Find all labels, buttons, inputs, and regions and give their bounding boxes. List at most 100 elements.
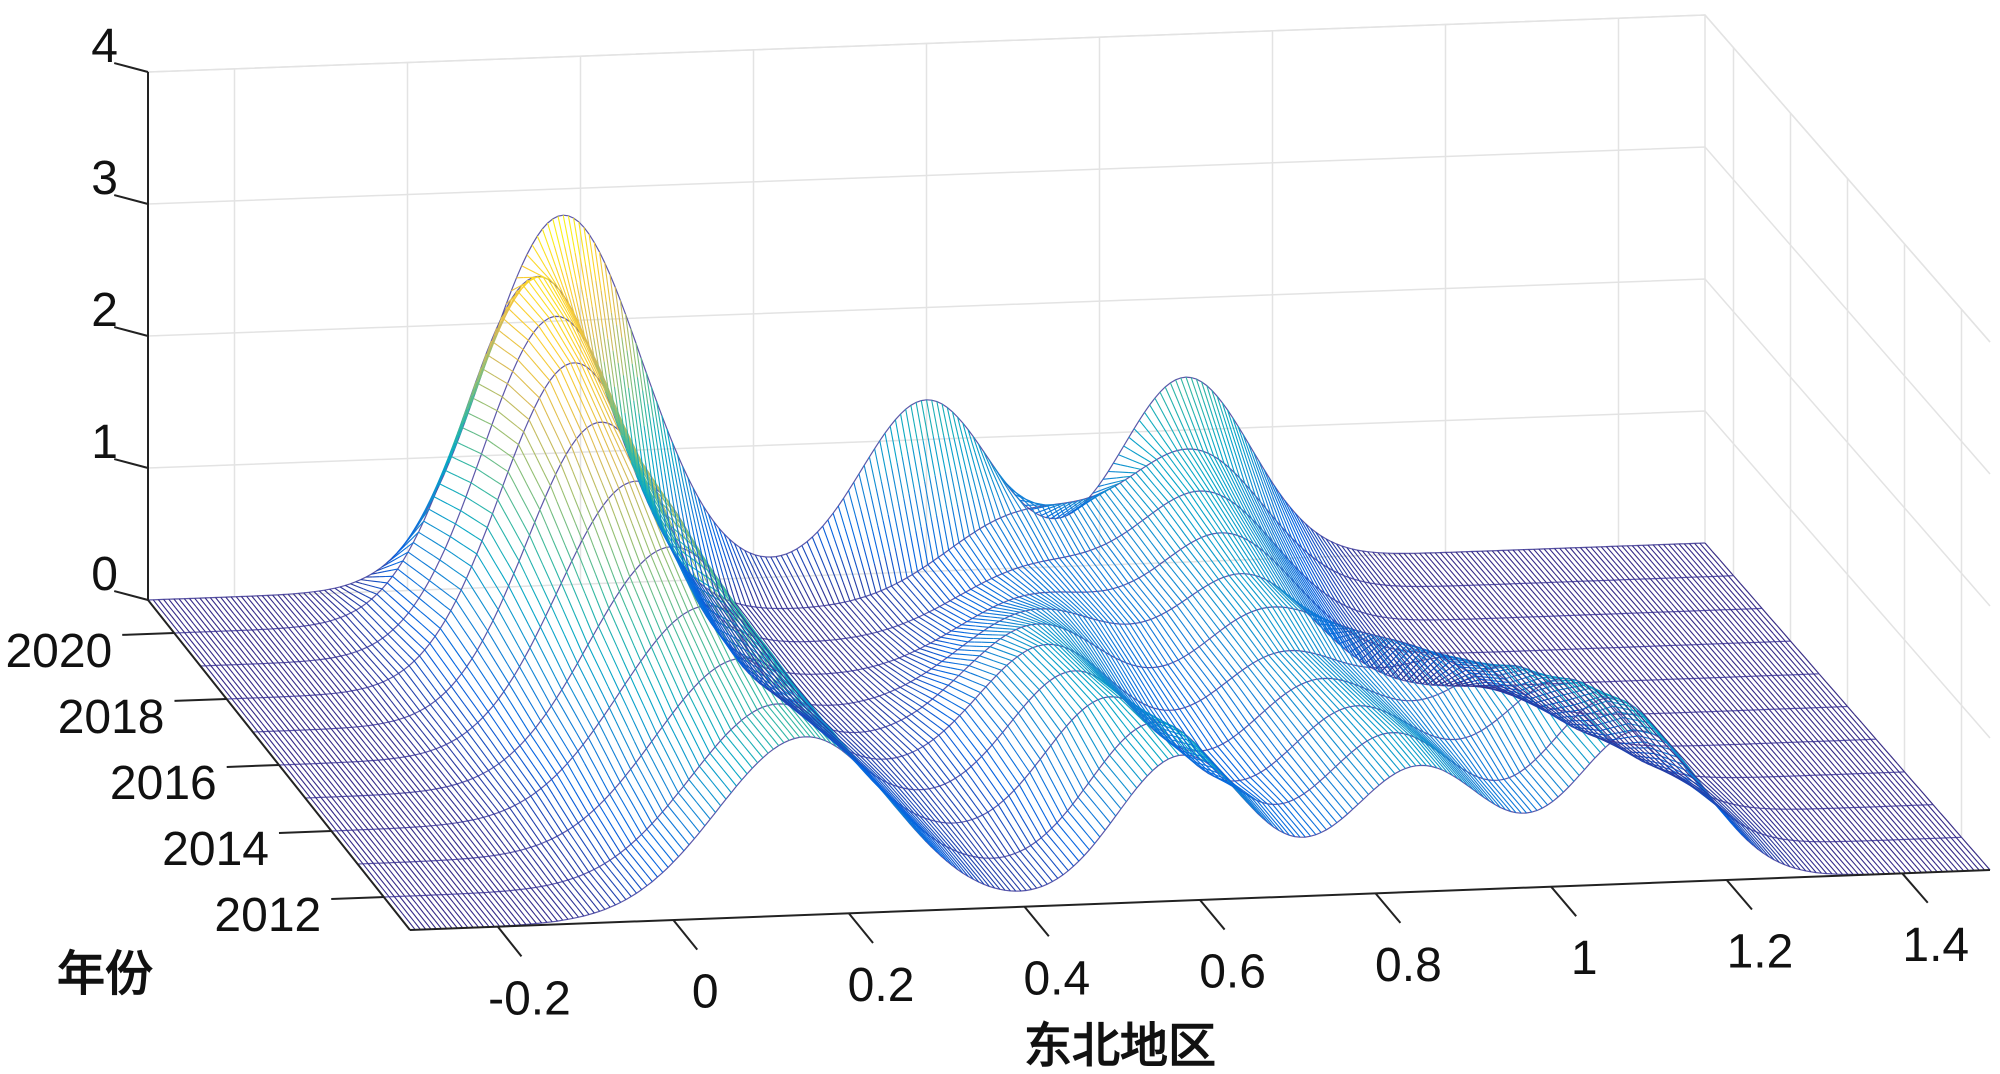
- surface-column-segment: [453, 902, 461, 912]
- surface-column-segment: [526, 811, 534, 823]
- surface-column-segment: [399, 635, 407, 644]
- surface-column-segment: [292, 721, 301, 731]
- surface-column-segment: [488, 389, 496, 394]
- surface-column-segment: [584, 832, 592, 844]
- surface-column-segment: [745, 664, 753, 675]
- surface-column-segment: [564, 900, 573, 910]
- surface-column-segment: [1030, 845, 1038, 855]
- surface-column-segment: [566, 480, 575, 498]
- surface-column-segment: [632, 622, 640, 639]
- surface-column-segment: [1009, 854, 1017, 864]
- surface-column-segment: [624, 412, 633, 464]
- surface-column-segment: [417, 772, 425, 782]
- surface-column-segment: [406, 693, 414, 703]
- surface-column-segment: [294, 730, 302, 739]
- surface-column-segment: [520, 395, 528, 403]
- surface-column-segment: [966, 783, 975, 794]
- surface-column-segment: [641, 834, 649, 844]
- surface-column-segment: [221, 639, 230, 649]
- surface-column-segment: [751, 635, 760, 645]
- surface-column-segment: [388, 862, 397, 872]
- surface-column-segment: [275, 713, 284, 723]
- surface-column-segment: [441, 645, 449, 656]
- surface-column-segment: [587, 448, 596, 466]
- surface-column-segment: [968, 861, 977, 871]
- surface-column-segment: [546, 885, 554, 894]
- surface-column-segment: [394, 640, 402, 648]
- surface-column-segment: [543, 321, 552, 333]
- surface-column-segment: [282, 594, 290, 603]
- surface-column-segment: [870, 738, 879, 746]
- surface-column-segment: [776, 632, 784, 642]
- surface-column-segment: [599, 395, 607, 412]
- surface-column-segment: [894, 714, 902, 721]
- surface-column-segment: [452, 568, 461, 575]
- surface-column-segment: [716, 619, 725, 632]
- surface-column-segment: [657, 486, 665, 497]
- surface-column-segment: [512, 654, 520, 667]
- surface-column-segment: [278, 602, 287, 612]
- surface-column-segment: [433, 496, 441, 501]
- surface-column-segment: [401, 606, 409, 614]
- surface-column-segment: [524, 799, 533, 810]
- surface-column-segment: [503, 759, 512, 770]
- surface-column-segment: [603, 715, 612, 730]
- surface-column-segment: [900, 747, 908, 755]
- surface-column-segment: [462, 893, 470, 903]
- surface-column-segment: [552, 218, 561, 246]
- surface-column-segment: [664, 766, 673, 781]
- surface-column-segment: [587, 326, 596, 364]
- surface-column-segment: [350, 718, 358, 728]
- surface-column-segment: [841, 740, 849, 749]
- surface-column-segment: [948, 837, 956, 846]
- surface-column-segment: [596, 890, 604, 900]
- surface-column-segment: [592, 521, 600, 540]
- surface-column-segment: [960, 846, 968, 856]
- surface-column-segment: [408, 783, 416, 793]
- surface-column-segment: [633, 480, 642, 499]
- surface-column-segment: [497, 609, 506, 622]
- surface-column-segment: [787, 608, 795, 618]
- surface-column-segment: [682, 614, 690, 630]
- surface-column-segment: [650, 646, 659, 663]
- surface-column-segment: [689, 794, 698, 804]
- surface-column-segment: [489, 781, 497, 791]
- surface-column-segment: [765, 556, 773, 570]
- surface-column-segment: [276, 688, 285, 698]
- surface-column-segment: [379, 768, 387, 778]
- surface-column-segment: [925, 797, 933, 807]
- surface-column-segment: [545, 713, 554, 725]
- surface-column-segment: [313, 788, 322, 798]
- surface-column-segment: [855, 738, 863, 747]
- surface-column-segment: [607, 685, 616, 701]
- surface-column-segment: [861, 760, 869, 768]
- surface-column-segment: [414, 791, 423, 801]
- surface-column-segment: [593, 869, 602, 878]
- surface-column-segment: [748, 620, 757, 630]
- surface-column-segment: [697, 497, 706, 523]
- surface-column-segment: [438, 544, 446, 550]
- surface-column-segment: [575, 897, 583, 907]
- surface-column-segment: [379, 616, 387, 624]
- surface-column-segment: [735, 602, 743, 613]
- surface-column-segment: [591, 306, 600, 350]
- surface-column-segment: [802, 697, 811, 707]
- surface-column-segment: [757, 664, 766, 674]
- surface-column-segment: [367, 613, 375, 621]
- surface-column-segment: [730, 551, 739, 571]
- surface-column-segment: [275, 747, 284, 757]
- surface-column-segment: [241, 630, 249, 639]
- surface-column-segment: [692, 567, 700, 573]
- surface-column-segment: [847, 703, 856, 711]
- surface-column-segment: [661, 726, 670, 741]
- surface-column-segment: [514, 889, 523, 899]
- surface-column-segment: [322, 711, 331, 721]
- surface-column-segment: [903, 806, 911, 815]
- surface-column-segment: [242, 672, 251, 682]
- surface-column-segment: [805, 715, 813, 723]
- surface-column-segment: [351, 690, 359, 700]
- surface-column-segment: [684, 800, 693, 810]
- surface-column-segment: [539, 286, 547, 298]
- surface-column-segment: [483, 660, 492, 672]
- surface-column-segment: [555, 872, 564, 882]
